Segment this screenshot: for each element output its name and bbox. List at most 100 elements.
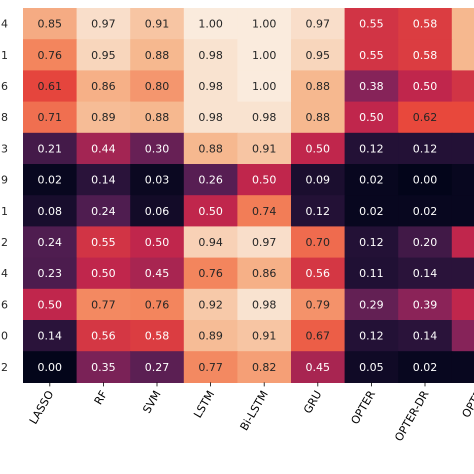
cell-value-label: 0.91 xyxy=(252,330,277,343)
heatmap-cell xyxy=(237,132,292,165)
heatmap-cell xyxy=(183,195,238,227)
heatmap-cell xyxy=(237,39,292,71)
heatmap-cell xyxy=(398,226,453,259)
cell-value-label: 0.95 xyxy=(306,49,331,62)
cell-value-label: 0.58 xyxy=(413,49,438,62)
heatmap-cell xyxy=(398,101,453,134)
cell-value-label: 0.29 xyxy=(359,298,384,311)
heatmap-cell xyxy=(291,257,346,290)
cell-value-label: 0.50 xyxy=(91,267,116,280)
cell-value-label: 0.98 xyxy=(198,80,223,93)
x-tick-label: GRU xyxy=(301,388,324,415)
heatmap-cell xyxy=(291,351,346,383)
heatmap-cell xyxy=(130,288,185,321)
heatmap-cell xyxy=(451,257,474,290)
cell-value-label: 0.27 xyxy=(145,361,170,374)
cell-value-label: 0.55 xyxy=(359,18,384,31)
cell-value-label: 0.98 xyxy=(198,111,223,124)
cell-value-label: 0.50 xyxy=(198,205,223,218)
cell-value-label: 0.91 xyxy=(252,142,277,155)
labels-layer: 0.85 0.97 0.91 1.00 1.00 0.97 0.55 0.58 0.76 0.95… xyxy=(38,18,438,374)
cell-value-label: 0.03 xyxy=(145,174,170,187)
heatmap-cell xyxy=(183,70,238,103)
cell-value-label: .0 xyxy=(0,330,8,343)
cell-value-label: 0.00 xyxy=(38,361,63,374)
cell-value-label: 0.12 xyxy=(413,142,438,155)
cell-value-label: 1.00 xyxy=(252,49,277,62)
heatmap-cell xyxy=(291,320,346,352)
cell-value-label: 0.97 xyxy=(252,236,277,249)
cell-value-label: 0.88 xyxy=(145,49,170,62)
heatmap-cell xyxy=(451,351,474,383)
heatmap-cell xyxy=(398,351,453,383)
cell-value-label: 0.71 xyxy=(38,111,63,124)
heatmap-cell xyxy=(291,164,346,196)
heatmap-cell xyxy=(398,288,453,321)
heatmap-cell xyxy=(344,164,399,196)
x-tick-label: OPTER xyxy=(348,388,378,427)
heatmap-cell xyxy=(183,288,238,321)
heatmap-cell xyxy=(76,288,131,321)
cell-value-label: 0.20 xyxy=(413,236,438,249)
cell-value-label: 0.12 xyxy=(306,205,331,218)
x-axis: B LASSO RF SVM LSTM Bi-LSTM GRU OPTER OPTER-DR OP… xyxy=(0,382,474,444)
cell-value-label: 0.24 xyxy=(38,236,63,249)
heatmap-cell xyxy=(237,226,292,259)
heatmap-cell xyxy=(183,320,238,352)
cell-value-label: 0.02 xyxy=(413,361,438,374)
cell-value-label: 0.45 xyxy=(306,361,331,374)
heatmap-cell xyxy=(451,195,474,227)
cell-value-label: 0.55 xyxy=(359,49,384,62)
cell-value-label: .1 xyxy=(0,205,8,218)
x-tick-label: LASSO xyxy=(27,388,57,426)
heatmap-cell xyxy=(76,320,131,352)
cell-value-label: .9 xyxy=(0,174,8,187)
heatmap-cell xyxy=(130,132,185,165)
cell-value-label: 0.80 xyxy=(145,80,170,93)
cell-value-label: .4 xyxy=(0,267,8,280)
heatmap-cell xyxy=(398,70,453,103)
heatmap-cell xyxy=(23,164,78,196)
cell-value-label: 0.21 xyxy=(38,142,63,155)
cell-value-label: 0.58 xyxy=(413,18,438,31)
cell-value-label: 0.08 xyxy=(38,205,63,218)
cell-value-label: 0.94 xyxy=(198,236,223,249)
cell-value-label: 0.97 xyxy=(306,18,331,31)
heatmap-cell xyxy=(344,288,399,321)
cell-value-label: 0.50 xyxy=(413,80,438,93)
heatmap-cell xyxy=(183,351,238,383)
heatmap-cell xyxy=(344,226,399,259)
heatmap-cell xyxy=(291,8,346,40)
heatmap-cell xyxy=(291,226,346,259)
cell-value-label: 1.00 xyxy=(252,80,277,93)
cell-value-label: 0.98 xyxy=(252,298,277,311)
cell-value-label: 0.86 xyxy=(252,267,277,280)
cell-value-label: 0.62 xyxy=(413,111,438,124)
cell-value-label: 0.88 xyxy=(306,111,331,124)
heatmap-cell xyxy=(237,101,292,134)
heatmap-cell xyxy=(344,39,399,71)
cell-value-label: 1.00 xyxy=(252,18,277,31)
x-tick-label: SVM xyxy=(140,388,163,415)
heatmap-cell xyxy=(451,8,474,40)
heatmap-cell xyxy=(237,8,292,40)
heatmap-cell xyxy=(451,70,474,103)
heatmap-cell xyxy=(76,132,131,165)
cell-value-label: 0.14 xyxy=(413,267,438,280)
cell-value-label: 0.95 xyxy=(91,49,116,62)
heatmap-cell xyxy=(183,164,238,196)
heatmap-cell xyxy=(183,257,238,290)
heatmap-cell xyxy=(76,257,131,290)
heatmap-cell xyxy=(76,70,131,103)
cell-value-label: 0.26 xyxy=(198,174,223,187)
x-tick-label: OPTER-DR xyxy=(392,388,432,444)
heatmap-cell xyxy=(291,132,346,165)
heatmap-cell xyxy=(451,164,474,196)
heatmap-cell xyxy=(451,101,474,134)
heatmap-cell xyxy=(237,164,292,196)
heatmap-cell xyxy=(398,257,453,290)
heatmap-cell xyxy=(183,132,238,165)
x-tick-label: RF xyxy=(92,388,110,407)
cell-value-label: 0.58 xyxy=(145,330,170,343)
cell-value-label: 0.02 xyxy=(413,205,438,218)
